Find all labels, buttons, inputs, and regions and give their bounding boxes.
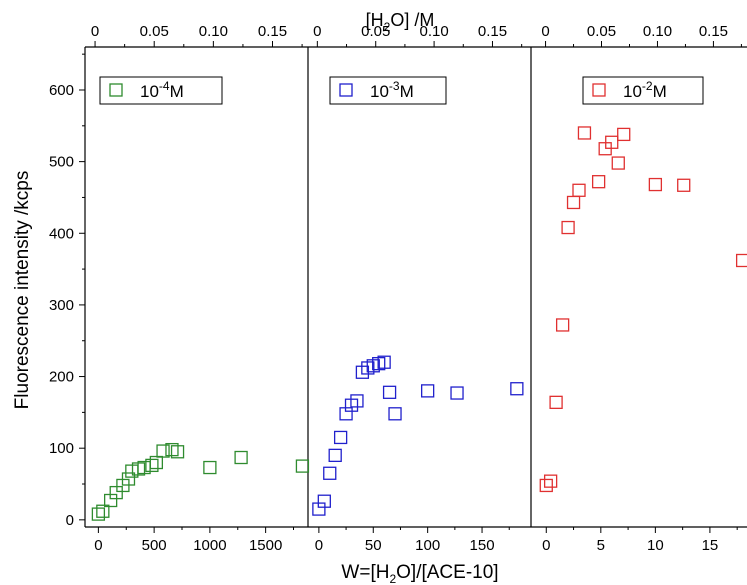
legend-label: 10-3M — [370, 79, 414, 101]
data-point — [170, 445, 185, 459]
data-point — [121, 472, 136, 486]
legend-marker — [592, 83, 606, 97]
top-x-tick-label: 0.15 — [258, 23, 287, 40]
x-tick-label: 10 — [647, 537, 664, 554]
x-tick-label: 5 — [597, 537, 605, 554]
top-x-tick-label: 0 — [541, 23, 549, 40]
x-tick-label: 500 — [142, 537, 167, 554]
x-tick-label: 15 — [702, 537, 719, 554]
data-point — [421, 384, 435, 398]
top-x-tick-label: 0.10 — [419, 23, 448, 40]
data-point — [377, 355, 391, 369]
top-x-tick-label: 0.10 — [199, 23, 228, 40]
data-point — [234, 450, 248, 465]
y-tick-label: 300 — [49, 297, 74, 314]
top-x-tick-label: 0.10 — [643, 23, 672, 40]
y-tick-label: 500 — [49, 154, 74, 171]
data-point — [323, 466, 337, 480]
legend-box — [99, 76, 223, 105]
y-tick-label: 200 — [49, 369, 74, 386]
x-tick-label: 150 — [470, 537, 495, 554]
x-tick-label: 1500 — [249, 537, 282, 554]
legend-label: 10-4M — [140, 79, 184, 101]
top-x-tick-label: 0.15 — [478, 23, 507, 40]
data-point — [203, 460, 217, 475]
top-x-tick-label: 0.05 — [140, 23, 169, 40]
y-axis-label: Fluorescence intensity /kcps — [12, 171, 33, 410]
legend-box — [582, 76, 704, 105]
x-tick-label: 0 — [542, 537, 550, 554]
data-point — [328, 448, 342, 463]
legend-box — [329, 76, 447, 105]
data-point — [96, 504, 110, 518]
top-x-tick-label: 0 — [313, 23, 321, 40]
data-point — [145, 458, 159, 473]
data-point — [382, 385, 397, 399]
data-point — [450, 386, 464, 400]
data-point — [555, 318, 570, 332]
data-point — [149, 455, 164, 470]
data-point — [156, 444, 170, 458]
data-point — [735, 253, 747, 268]
data-point — [388, 407, 402, 421]
data-point — [510, 382, 524, 396]
y-tick-label: 100 — [49, 440, 74, 457]
data-point — [617, 127, 631, 142]
data-point — [648, 177, 663, 192]
y-tick-label: 600 — [49, 82, 74, 99]
top-x-tick-label: 0.05 — [361, 23, 390, 40]
legend-marker — [339, 83, 353, 97]
data-point — [333, 430, 348, 445]
top-x-tick-label: 0.05 — [587, 23, 616, 40]
data-point — [605, 135, 619, 149]
data-point — [591, 175, 606, 189]
x-tick-label: 1000 — [193, 537, 226, 554]
data-point — [577, 126, 592, 140]
x-axis-label-top: [H2O] /M — [366, 10, 435, 34]
legend-marker — [109, 83, 123, 97]
top-x-tick-label: 0 — [91, 23, 99, 40]
data-point — [561, 220, 575, 235]
data-point — [295, 459, 310, 473]
data-point — [317, 494, 331, 508]
data-point — [543, 474, 558, 488]
data-point — [350, 394, 364, 408]
data-point — [677, 178, 691, 192]
data-point — [572, 183, 586, 197]
top-x-tick-label: 0.15 — [699, 23, 728, 40]
y-tick-label: 400 — [49, 225, 74, 242]
x-axis-label-bottom: W=[H2O]/[ACE-10] — [341, 562, 498, 585]
y-tick-label: 0 — [66, 512, 74, 529]
x-tick-label: 0 — [94, 537, 102, 554]
x-tick-label: 50 — [365, 537, 382, 554]
data-point — [611, 156, 625, 170]
data-point — [539, 478, 553, 493]
data-point — [109, 485, 123, 500]
x-tick-label: 100 — [415, 537, 440, 554]
legend-label: 10-2M — [623, 79, 667, 101]
data-point — [566, 195, 581, 210]
data-point — [91, 507, 106, 521]
x-tick-label: 0 — [315, 537, 323, 554]
data-point — [549, 395, 563, 409]
